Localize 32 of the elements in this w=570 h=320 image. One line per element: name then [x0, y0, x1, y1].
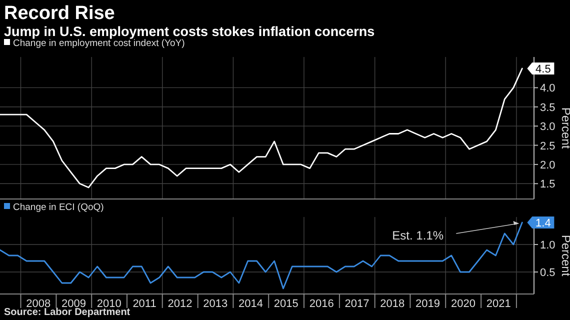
y-axis-title: Percent: [559, 234, 570, 277]
x-tick-label: 2018: [380, 298, 405, 310]
y-tick-label: 2.0: [540, 159, 556, 172]
line-series: [0, 68, 523, 188]
data-label: 4.5: [536, 64, 551, 76]
legend-label: Change in ECI (QoQ): [13, 202, 104, 213]
x-tick-label: 2020: [450, 298, 476, 310]
line-series: [0, 222, 523, 290]
y-tick-label: 4.0: [540, 82, 556, 95]
x-tick-label: 2021: [486, 298, 511, 310]
y-tick-label: 2.5: [540, 140, 556, 152]
y-tick-label: 3.5: [540, 102, 556, 114]
y-axis-title: Percent: [559, 107, 570, 150]
y-tick-label: 0.5: [540, 267, 556, 279]
x-tick-label: 2014: [238, 298, 264, 310]
x-tick-label: 2012: [168, 298, 192, 310]
data-label: 1.4: [536, 218, 551, 230]
x-tick-label: 2013: [203, 298, 228, 310]
y-tick-label: 3.0: [540, 121, 556, 134]
chart-title: Record Rise: [4, 3, 115, 24]
x-tick-label: 2019: [416, 298, 440, 310]
source-note: Source: Labor Department: [4, 307, 131, 318]
y-tick-label: 1.5: [540, 178, 556, 191]
y-tick-label: 1.0: [540, 240, 556, 252]
annotation: Est. 1.1%: [392, 228, 444, 242]
x-tick-label: 2016: [309, 298, 334, 310]
chart-subtitle: Jump in U.S. employment costs stokes inflation concerns: [4, 24, 375, 39]
x-tick-label: 2017: [344, 298, 370, 310]
x-tick-label: 2010: [96, 298, 122, 310]
legend-label: Change in employment cost indext (YoY): [13, 38, 185, 49]
x-tick-label: 2015: [274, 298, 298, 310]
x-tick-label: 2011: [132, 298, 156, 310]
